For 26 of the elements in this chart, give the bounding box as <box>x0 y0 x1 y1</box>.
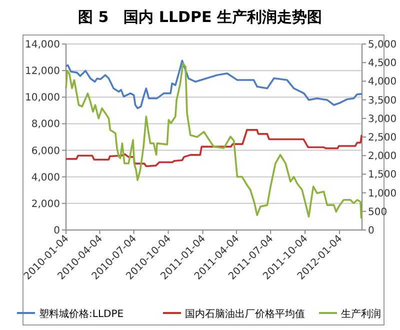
y2-tick-label: 5,000 <box>368 40 397 50</box>
y-tick-label: 2,000 <box>31 198 60 210</box>
y2-tick-label: 3,000 <box>368 114 397 125</box>
legend-label: 国内石脑油出厂价格平均值 <box>185 308 305 320</box>
y-tick-label: 8,000 <box>31 119 60 130</box>
line-series <box>65 62 362 220</box>
y2-tick-label: 2,000 <box>368 151 397 162</box>
y2-tick-label: 4,500 <box>368 58 397 70</box>
y2-tick-label: 0 <box>368 226 374 236</box>
y-tick-label: 4,000 <box>31 172 60 184</box>
line-series <box>65 129 363 168</box>
legend-label: 塑料城价格:LLDPE <box>39 308 124 320</box>
chart-title: 图 5 国内 LLDPE 生产利润走势图 <box>78 8 322 26</box>
y2-tick-label: 500 <box>368 206 388 218</box>
y2-tick-label: 2,500 <box>368 132 397 144</box>
line-series <box>65 60 363 110</box>
y-tick-label: 6,000 <box>31 146 60 157</box>
y2-tick-label: 1,000 <box>368 188 397 200</box>
y-tick-label: 12,000 <box>25 66 60 78</box>
y-tick-label: 10,000 <box>25 92 60 104</box>
y2-tick-label: 1,500 <box>368 170 397 181</box>
y2-tick-label: 3,500 <box>368 95 397 106</box>
y2-tick-label: 4,000 <box>368 76 397 88</box>
y-tick-label: 14,000 <box>25 40 60 50</box>
y-tick-label: 0 <box>54 226 60 236</box>
legend-label: 生产利润 <box>341 308 381 320</box>
